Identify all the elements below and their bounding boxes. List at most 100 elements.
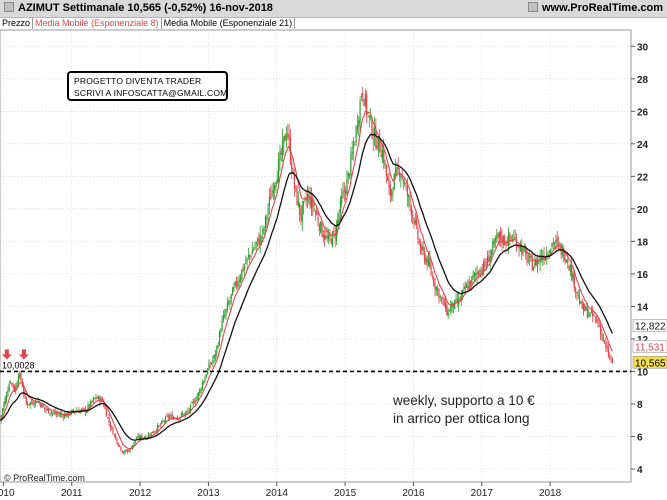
candle-body bbox=[385, 164, 387, 176]
candle-body bbox=[280, 150, 282, 155]
candle-body bbox=[606, 346, 608, 349]
candle-body bbox=[364, 93, 366, 106]
candle-body bbox=[463, 287, 465, 289]
candle-body bbox=[455, 299, 457, 301]
candle-body bbox=[197, 392, 200, 398]
candle-body bbox=[366, 94, 368, 115]
candle-body bbox=[193, 401, 196, 404]
candle-body bbox=[582, 303, 585, 311]
candle-body bbox=[367, 112, 369, 114]
candle-body bbox=[494, 238, 497, 241]
candle-body bbox=[295, 186, 297, 188]
comment-line-2: in arrico per ottica long bbox=[393, 411, 530, 426]
legend-ema21[interactable]: Media Mobile (Esponenziale 21) bbox=[162, 18, 296, 29]
candle-body bbox=[23, 386, 25, 394]
window-icon-right[interactable] bbox=[527, 2, 538, 12]
candle-body bbox=[375, 128, 377, 148]
candle-body bbox=[431, 276, 433, 278]
candle-body bbox=[480, 268, 482, 275]
candle-body bbox=[276, 178, 278, 184]
candle-body bbox=[571, 265, 573, 279]
indicator-legend: Prezzo Media Mobile (Esponenziale 8) Media… bbox=[0, 18, 296, 30]
candle-body bbox=[507, 234, 510, 246]
candle-body bbox=[472, 275, 474, 278]
ema21-line bbox=[0, 133, 613, 441]
candle-body bbox=[312, 197, 314, 208]
candle-body bbox=[82, 408, 84, 409]
candle-body bbox=[49, 413, 51, 414]
candle-body bbox=[514, 237, 516, 239]
candle-body bbox=[313, 208, 315, 210]
candle-body bbox=[149, 435, 151, 437]
candle-body bbox=[134, 440, 136, 442]
candle-body bbox=[532, 267, 535, 271]
candle-body bbox=[258, 238, 260, 245]
legend-ema8[interactable]: Media Mobile (Esponenziale 8) bbox=[33, 18, 162, 29]
candle-body bbox=[32, 401, 34, 405]
candle-body bbox=[107, 417, 109, 419]
y-tick-label: 22 bbox=[637, 172, 649, 183]
candle-body bbox=[203, 381, 205, 385]
candle-body bbox=[271, 190, 273, 197]
candle-body bbox=[87, 404, 89, 410]
y-tick-label: 24 bbox=[637, 140, 649, 151]
candle-body bbox=[557, 242, 560, 244]
candle-body bbox=[145, 436, 147, 439]
candle-body bbox=[560, 243, 562, 255]
candle-body bbox=[605, 341, 607, 347]
candle-body bbox=[259, 234, 261, 245]
candle-body bbox=[11, 382, 13, 384]
candle-body bbox=[381, 150, 384, 160]
candle-body bbox=[464, 286, 466, 290]
candle-body bbox=[547, 255, 549, 256]
candle-body bbox=[291, 162, 293, 173]
candle-body bbox=[99, 396, 101, 403]
chart-title: AZIMUT Settimanale 10,565 (-0,52%) 16-no… bbox=[4, 2, 273, 14]
candle-body bbox=[184, 412, 186, 415]
candle-body bbox=[594, 317, 596, 319]
last-price-badge-bg bbox=[632, 356, 667, 369]
candle-body bbox=[517, 246, 519, 247]
candle-body bbox=[358, 120, 360, 127]
candle-body bbox=[481, 270, 483, 272]
candle-body bbox=[36, 401, 38, 403]
comment-line-1: weekly, supporto a 10 € bbox=[393, 393, 535, 408]
candle-body bbox=[417, 227, 419, 240]
candle-body bbox=[610, 358, 612, 359]
candle-body bbox=[342, 191, 344, 197]
candle-body bbox=[397, 167, 399, 169]
candle-body bbox=[251, 250, 253, 255]
candle-body bbox=[601, 334, 603, 336]
candle-body bbox=[597, 319, 599, 325]
candle-body bbox=[95, 397, 97, 399]
window-icon[interactable] bbox=[4, 2, 14, 12]
candle-body bbox=[405, 185, 407, 187]
candle-body bbox=[301, 205, 303, 222]
candle-body bbox=[396, 167, 398, 173]
candle-body bbox=[368, 115, 370, 117]
candle-body bbox=[510, 237, 512, 239]
candle-body bbox=[235, 280, 238, 286]
candle-body bbox=[161, 421, 163, 425]
y-tick-label: 26 bbox=[637, 107, 649, 118]
candle-body bbox=[456, 298, 458, 304]
candle-body bbox=[25, 397, 27, 404]
candle-body bbox=[370, 115, 372, 119]
candle-body bbox=[355, 126, 357, 143]
candle-body bbox=[158, 425, 160, 427]
candle-body bbox=[284, 134, 286, 141]
candle-body bbox=[430, 266, 432, 275]
candle-body bbox=[125, 450, 127, 452]
candle-body bbox=[360, 96, 363, 97]
candle-body bbox=[183, 413, 185, 416]
candle-body bbox=[230, 293, 232, 299]
candle-body bbox=[38, 402, 41, 403]
candle-body bbox=[167, 415, 169, 418]
candle-body bbox=[462, 290, 464, 295]
candle-body bbox=[575, 287, 577, 292]
x-tick-label: 2013 bbox=[197, 488, 220, 499]
candle-body bbox=[287, 133, 289, 137]
legend-price[interactable]: Prezzo bbox=[0, 18, 34, 29]
y-tick-label: 18 bbox=[637, 237, 649, 248]
